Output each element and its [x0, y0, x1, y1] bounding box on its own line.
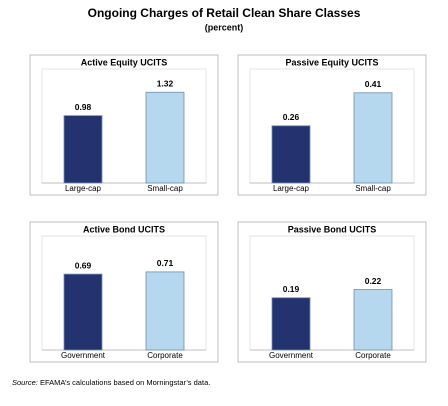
- bar: [271, 297, 311, 351]
- value-label: 0.69: [75, 260, 92, 270]
- x-tick-label: Government: [61, 351, 106, 360]
- panel-title: Active Bond UCITS: [83, 224, 165, 234]
- source-label: Source:: [12, 378, 38, 387]
- source-text: EFAMA’s calculations based on Morningsta…: [40, 378, 210, 387]
- bar: [353, 289, 393, 351]
- panel-title: Passive Bond UCITS: [288, 224, 377, 234]
- panel-frame: [237, 221, 427, 363]
- value-label: 0.98: [75, 102, 92, 112]
- panel-title: Active Equity UCITS: [81, 57, 168, 67]
- value-label: 0.26: [283, 112, 300, 122]
- value-label: 0.19: [283, 284, 300, 294]
- bar: [145, 91, 185, 184]
- x-tick-label: Large-cap: [273, 184, 310, 193]
- x-tick-label: Small-cap: [147, 184, 183, 193]
- value-label: 1.32: [157, 79, 174, 89]
- panel-frame: [237, 54, 427, 196]
- panel-frame: [29, 54, 219, 196]
- bar: [145, 271, 185, 351]
- value-label: 0.41: [365, 79, 382, 89]
- value-label: 0.71: [157, 258, 174, 268]
- x-tick-label: Small-cap: [355, 184, 391, 193]
- panel-frame: [29, 221, 219, 363]
- x-tick-label: Corporate: [355, 351, 391, 360]
- bar: [63, 273, 103, 351]
- page-subtitle: (percent): [205, 22, 244, 32]
- value-label: 0.22: [365, 276, 382, 286]
- x-tick-label: Government: [269, 351, 314, 360]
- x-tick-label: Large-cap: [65, 184, 102, 193]
- panel-title: Passive Equity UCITS: [285, 57, 378, 67]
- page-title: Ongoing Charges of Retail Clean Share Cl…: [88, 6, 361, 20]
- source: Source: EFAMA’s calculations based on Mo…: [12, 378, 210, 387]
- bar: [63, 115, 103, 184]
- bar: [353, 92, 393, 184]
- bar: [271, 125, 311, 184]
- x-tick-label: Corporate: [147, 351, 183, 360]
